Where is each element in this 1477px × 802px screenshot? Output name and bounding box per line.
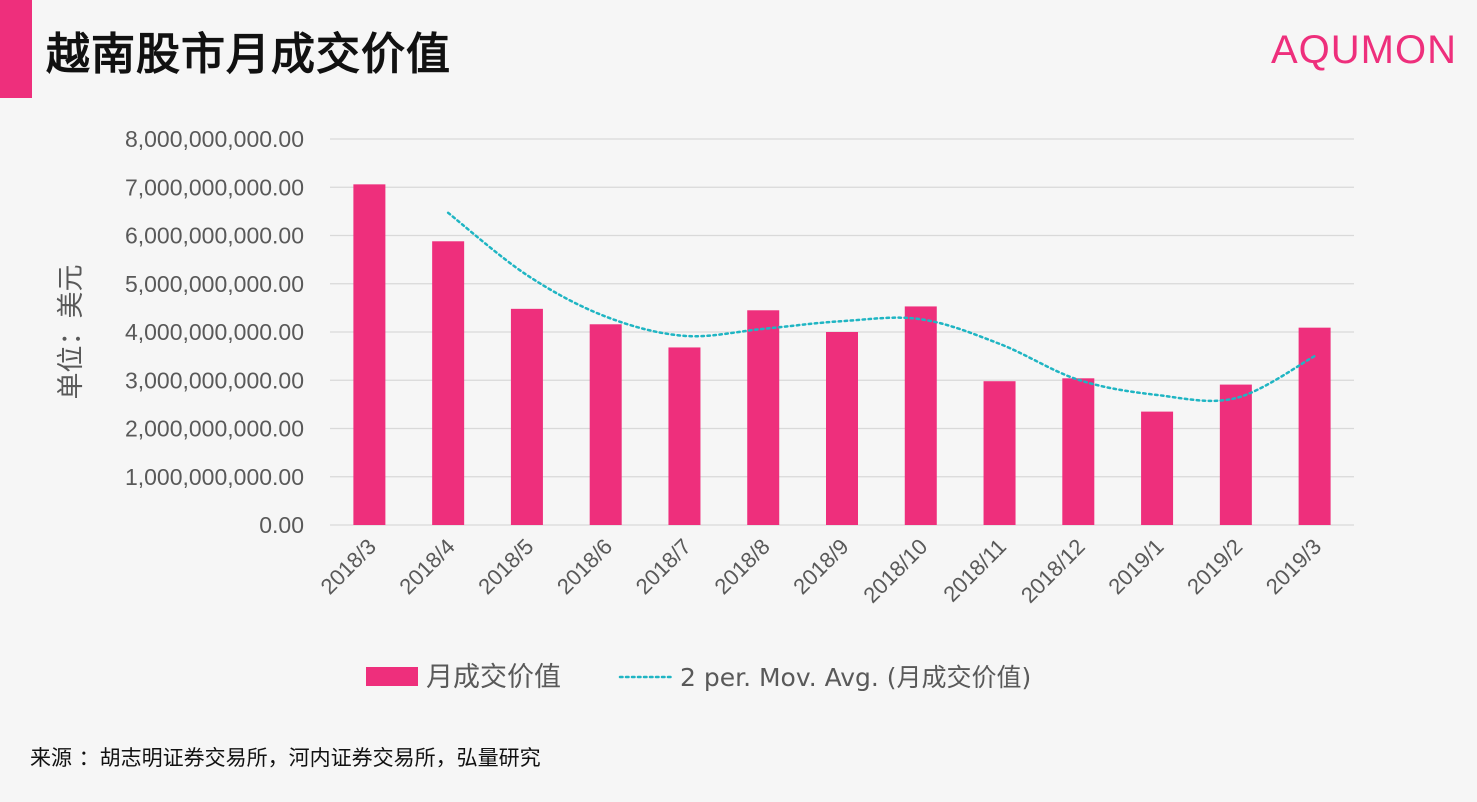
y-tick-label: 3,000,000,000.00	[125, 367, 304, 393]
title-accent-bar	[0, 0, 32, 98]
bar	[904, 306, 937, 525]
y-tick-label: 2,000,000,000.00	[125, 416, 304, 442]
x-tick-label: 2018/11	[938, 534, 1011, 607]
y-tick-label: 6,000,000,000.00	[125, 223, 304, 249]
x-tick-label: 2019/3	[1261, 534, 1326, 599]
legend-bar-label: 月成交价值	[426, 662, 561, 693]
bar	[510, 308, 543, 525]
bar	[826, 332, 858, 525]
legend-ma-label: 2 per. Mov. Avg. (月成交价值)	[680, 663, 1031, 692]
x-tick-label: 2018/5	[473, 534, 538, 599]
y-tick-label: 0.00	[259, 512, 304, 538]
bar	[1062, 378, 1095, 525]
moving-average-line	[446, 211, 1316, 403]
y-tick-label: 7,000,000,000.00	[125, 174, 304, 200]
bar	[353, 184, 386, 526]
page-title: 越南股市月成交价值	[46, 29, 451, 80]
x-tick-label: 2018/4	[394, 534, 459, 599]
x-tick-label: 2018/8	[710, 534, 775, 599]
bar	[432, 241, 465, 526]
x-tick-label: 2019/2	[1182, 534, 1247, 599]
x-tick-label: 2019/1	[1103, 534, 1168, 599]
y-tick-label: 8,000,000,000.00	[125, 126, 304, 152]
x-tick-label: 2018/7	[631, 534, 696, 599]
y-tick-label: 1,000,000,000.00	[125, 464, 304, 490]
bar	[747, 310, 780, 525]
y-axis-label: 单位：美元	[56, 265, 87, 400]
y-tick-label: 4,000,000,000.00	[125, 319, 304, 345]
bar	[983, 381, 1016, 525]
bar	[589, 324, 622, 525]
bar	[1298, 327, 1331, 525]
bar	[668, 347, 701, 525]
x-tick-label: 2018/9	[788, 534, 853, 599]
bar	[1219, 384, 1252, 525]
y-tick-label: 5,000,000,000.00	[125, 271, 304, 297]
x-tick-label: 2018/6	[552, 534, 617, 599]
source-note: 来源 ：胡志明证券交易所，河内证券交易所，弘量研究	[30, 746, 541, 770]
legend-bar-swatch	[366, 667, 418, 686]
bar	[1141, 411, 1174, 525]
brand-logo: AQUMON	[1271, 28, 1457, 72]
x-tick-label: 2018/3	[316, 534, 381, 599]
x-tick-label: 2018/10	[858, 534, 932, 608]
x-tick-label: 2018/12	[1016, 534, 1090, 608]
